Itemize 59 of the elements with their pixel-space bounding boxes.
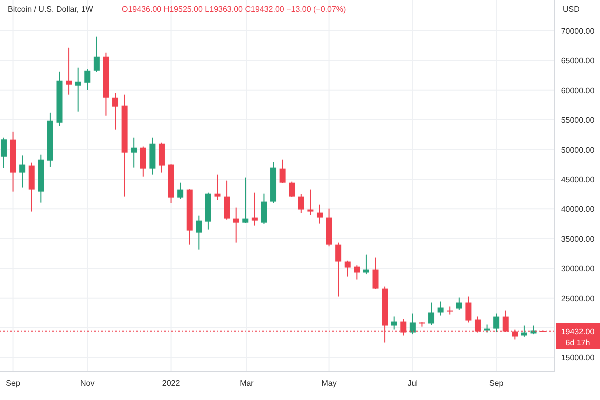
candlestick — [242, 177, 249, 224]
candlestick — [233, 207, 240, 244]
candlestick — [298, 194, 304, 214]
candlestick — [456, 297, 462, 311]
candlestick — [131, 137, 138, 168]
y-tick-label: 55000.00 — [561, 116, 596, 126]
candlestick — [363, 254, 370, 276]
ref-line-label: 19432.00 — [561, 327, 596, 336]
candlestick — [66, 47, 72, 96]
y-tick-label: 70000.00 — [561, 26, 596, 36]
candlestick — [354, 265, 360, 280]
x-tick-label: May — [322, 379, 337, 388]
candlestick — [438, 301, 444, 316]
candlestick — [336, 242, 342, 298]
candlestick — [20, 155, 26, 188]
y-tick-label: 50000.00 — [561, 146, 596, 155]
candlestick — [214, 174, 221, 201]
candlestick — [140, 146, 146, 178]
candlestick — [196, 215, 202, 250]
x-tick-label: Jul — [408, 379, 418, 388]
x-tick-label: Sep — [6, 379, 21, 388]
candlestick — [344, 260, 351, 278]
y-tick-label: 45000.00 — [561, 175, 596, 184]
text: Bitcoin / U.S. Dollar, 1W — [8, 5, 94, 14]
x-tick-label: 2022 — [162, 379, 181, 388]
y-tick-label: 65000.00 — [561, 56, 596, 66]
candlestick — [521, 325, 528, 338]
text: 6d 17h — [566, 338, 590, 348]
candlestick — [316, 204, 323, 224]
y-tick-label: 40000.00 — [561, 205, 596, 214]
candlestick — [308, 189, 314, 216]
y-tick-label: 35000.00 — [561, 234, 596, 244]
y-tick-label: 30000.00 — [561, 264, 596, 274]
candlestick — [466, 296, 472, 324]
candlestick — [178, 182, 184, 200]
candlestick — [252, 192, 258, 226]
y-tick-label: 25000.00 — [561, 294, 596, 304]
candlestick — [391, 316, 398, 330]
candlestick — [94, 36, 100, 73]
candlestick — [372, 257, 379, 290]
x-tick-label: Mar — [240, 379, 254, 388]
candlestick — [158, 142, 165, 174]
candlestick — [428, 302, 435, 326]
candlestick — [0, 137, 7, 169]
candlestick — [289, 181, 296, 198]
x-tick-label: Nov — [80, 379, 95, 388]
candlestick — [261, 193, 268, 225]
candlestick — [84, 69, 91, 91]
candlestick — [112, 92, 119, 130]
candlestick — [494, 313, 500, 333]
x-tick-label: Sep — [489, 379, 504, 388]
candlestick — [75, 67, 82, 112]
candlestick — [410, 313, 416, 336]
y-tick-label: 15000.00 — [561, 354, 596, 363]
y-axis-title: USD — [563, 5, 580, 14]
candlestick — [224, 180, 230, 220]
y-tick-label: 60000.00 — [561, 86, 596, 96]
candlestick — [280, 159, 286, 184]
text: O19436.00 H19525.00 L19363.00 C19432.00 −13.00 (−0.07%) — [122, 5, 347, 14]
